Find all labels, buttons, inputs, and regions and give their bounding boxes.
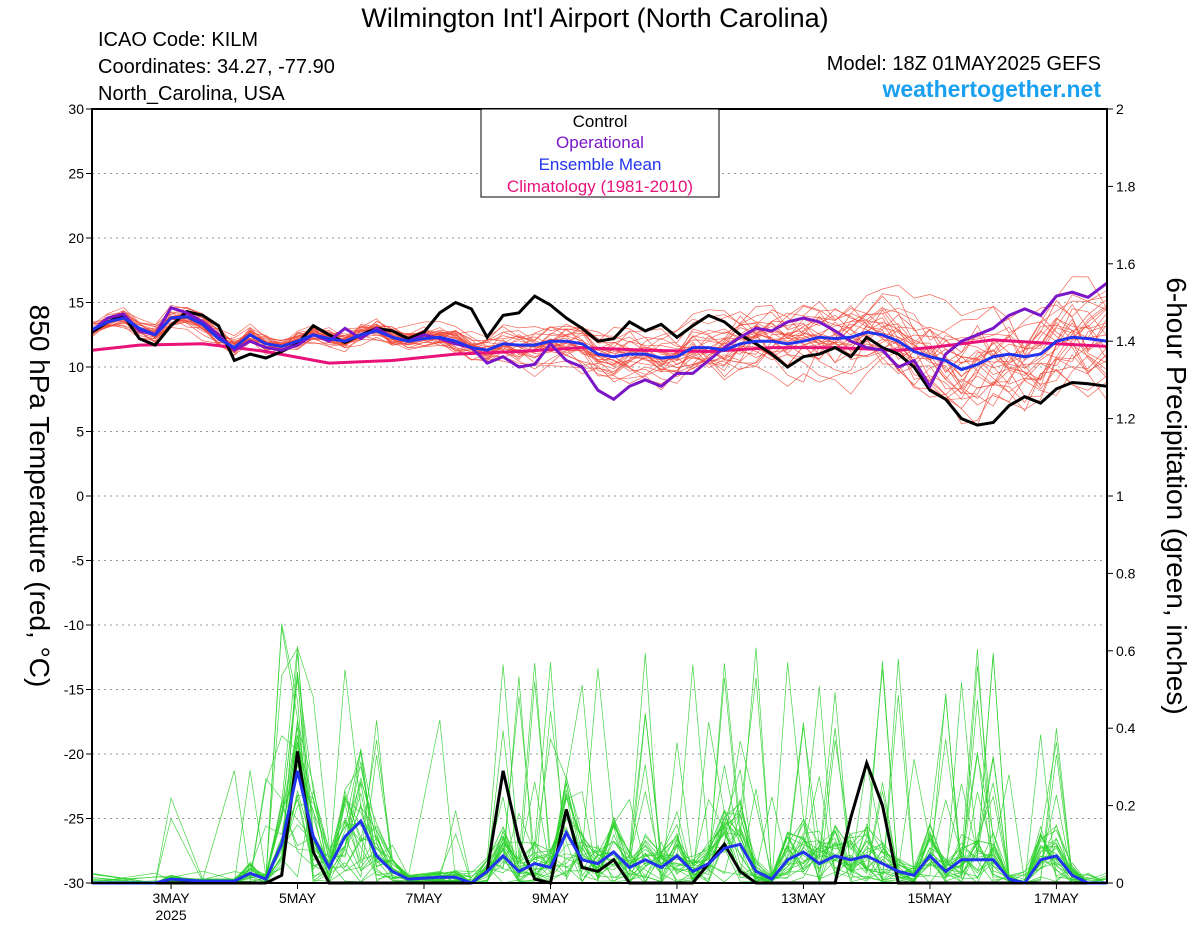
left-tick-label: 10: [68, 359, 84, 375]
right-tick-label: 1.8: [1116, 178, 1136, 194]
left-tick-label: -10: [64, 617, 84, 633]
x-tick-label: 15MAY: [907, 890, 953, 906]
right-tick-label: 0.4: [1116, 720, 1136, 736]
right-tick-label: 0.8: [1116, 565, 1136, 581]
right-tick-label: 0.2: [1116, 798, 1136, 814]
ensemble-member-precip-line: [91, 730, 1107, 884]
x-tick-year: 2025: [155, 907, 186, 923]
x-tick-label: 9MAY: [532, 890, 570, 906]
control-temperature-line: [91, 294, 1108, 427]
chart-title: Wilmington Int'l Airport (North Carolina…: [361, 3, 828, 33]
right-tick-label: 0.6: [1116, 643, 1136, 659]
left-tick-label: -20: [64, 746, 84, 762]
x-tick-label: 13MAY: [781, 890, 827, 906]
ensemble-member-precip-line: [91, 693, 1107, 884]
left-axis-label: 850 hPa Temperature (red, °C): [24, 305, 55, 688]
right-tick-label: 1.4: [1116, 333, 1136, 349]
x-tick-label: 5MAY: [279, 890, 317, 906]
climatology-temperature-line: [91, 338, 1108, 365]
left-tick-label: 15: [68, 295, 84, 311]
coordinates: Coordinates: 34.27, -77.90: [98, 56, 335, 78]
mean-temperature-line: [91, 315, 1108, 372]
icao-code: ICAO Code: KILM: [98, 29, 258, 51]
ensemble-member-temperature-line: [91, 313, 1108, 386]
mean-precip-line: [92, 770, 1107, 885]
model-run: Model: 18Z 01MAY2025 GEFS: [827, 53, 1101, 75]
ensemble-members: [91, 276, 1108, 884]
ensemble-member-precip-line: [91, 686, 1107, 884]
x-tick-label: 7MAY: [405, 890, 443, 906]
ensemble-member-temperature-line: [91, 311, 1108, 409]
right-axis-label: 6-hour Precipitation (green, inches): [1161, 277, 1192, 714]
left-tick-label: 0: [76, 488, 84, 504]
legend-box: [480, 108, 720, 198]
ensemble-member-temperature-line: [91, 309, 1108, 396]
right-tick-label: 1.6: [1116, 256, 1136, 272]
legend-operational: Operational: [556, 133, 644, 152]
control-precip-line: [92, 751, 1107, 885]
left-tick-label: 25: [68, 166, 84, 182]
operational-temperature-line: [91, 281, 1108, 402]
ensemble-member-temperature-line: [91, 308, 1108, 395]
right-tick-label: 0: [1116, 875, 1124, 891]
ensemble-member-precip-line: [92, 790, 1107, 884]
left-tick-label: -5: [72, 553, 85, 569]
legend-climatology: Climatology (1981-2010): [507, 177, 693, 196]
highlighted-series: [91, 281, 1108, 885]
right-tick-label: 1: [1116, 488, 1124, 504]
ensemble-member-precip-line: [92, 665, 1107, 884]
ensemble-member-precip-line: [91, 735, 1107, 884]
site-link[interactable]: weathertogether.net: [881, 76, 1101, 102]
grid-lines: [92, 173, 1107, 819]
right-tick-label: 2: [1116, 101, 1124, 117]
left-tick-label: -30: [64, 875, 84, 891]
ensemble-member-precip-line: [91, 623, 1107, 884]
right-tick-label: 1.2: [1116, 411, 1136, 427]
ensemble-member-temperature-line: [91, 304, 1108, 425]
left-tick-label: -15: [64, 682, 84, 698]
left-tick-label: 20: [68, 230, 84, 246]
ensemble-member-temperature-line: [91, 276, 1108, 368]
x-tick-label: 17MAY: [1034, 890, 1080, 906]
left-tick-label: -25: [64, 811, 84, 827]
legend-control: Control: [573, 112, 628, 131]
x-tick-label: 3MAY: [153, 890, 191, 906]
ensemble-member-precip-line: [92, 695, 1108, 884]
legend: Control Operational Ensemble Mean Climat…: [480, 108, 720, 198]
ensemble-member-precip-line: [91, 627, 1108, 884]
ensemble-member-precip-line: [92, 663, 1107, 884]
legend-ensemble-mean: Ensemble Mean: [539, 155, 662, 174]
axis-ticks: 302520151050-5-10-15-20-25-3021.81.61.41…: [64, 101, 1136, 923]
region: North_Carolina, USA: [98, 83, 285, 105]
left-tick-label: 5: [76, 424, 84, 440]
ensemble-member-precip-line: [92, 692, 1107, 884]
left-tick-label: 30: [68, 101, 84, 117]
x-tick-label: 11MAY: [655, 890, 699, 906]
